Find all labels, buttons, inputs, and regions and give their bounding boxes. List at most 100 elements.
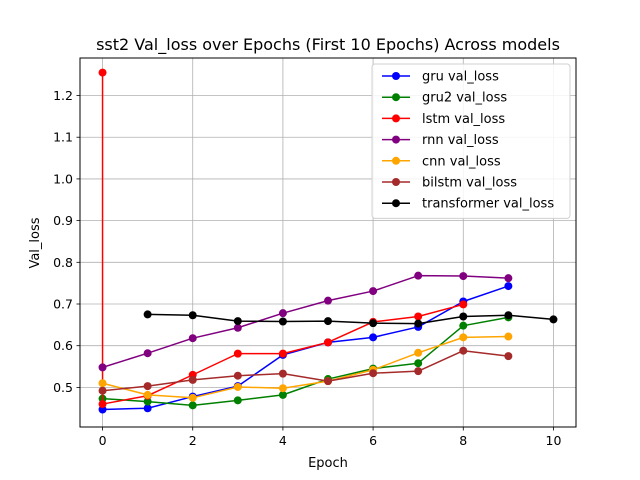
x-tick-label: 2 <box>189 433 197 448</box>
data-point <box>324 338 332 347</box>
legend-item: rnn val_loss <box>382 133 499 148</box>
data-point <box>414 348 423 357</box>
data-point <box>98 68 107 77</box>
x-tick-label: 0 <box>99 433 107 448</box>
data-point <box>504 282 513 291</box>
data-point <box>504 274 513 283</box>
series-line <box>147 313 554 325</box>
axis-ticks: 0 2 4 6 8 10 0.5 0.6 0.7 0.8 0.9 1.0 1.1 1.2 <box>53 88 561 448</box>
series-rnn-val-loss <box>98 271 513 372</box>
x-tick-label: 6 <box>369 433 377 448</box>
series-line <box>102 274 509 369</box>
legend-box <box>371 63 571 219</box>
legend-marker <box>392 178 400 186</box>
data-point <box>278 349 287 358</box>
legend-label: bilstm val_loss <box>422 176 517 191</box>
data-point <box>98 363 107 372</box>
data-point <box>459 272 468 281</box>
data-point <box>459 312 468 321</box>
data-point <box>369 333 378 342</box>
data-point <box>143 390 152 399</box>
data-point <box>188 334 197 343</box>
data-point <box>233 382 242 391</box>
y-tick-label: 0.8 <box>53 255 73 270</box>
data-point <box>278 390 287 399</box>
data-point <box>278 309 287 318</box>
data-point <box>278 369 287 378</box>
data-point <box>98 386 107 395</box>
x-tick-label: 8 <box>459 433 467 448</box>
legend-marker <box>392 72 400 80</box>
legend-marker <box>392 114 400 123</box>
series-layer <box>98 68 558 414</box>
y-tick-label: 0.7 <box>53 297 73 312</box>
legend-item: cnn val_loss <box>382 154 501 169</box>
data-point <box>459 346 468 355</box>
data-point <box>188 393 197 402</box>
data-point <box>278 384 287 393</box>
grid-lines <box>80 58 576 427</box>
data-point <box>233 396 242 405</box>
legend-item: gru2 val_loss <box>382 91 507 106</box>
data-point <box>504 311 513 320</box>
data-point <box>143 310 152 319</box>
y-tick-label: 1.1 <box>53 130 73 145</box>
y-tick-label: 0.9 <box>53 213 73 228</box>
legend-label: rnn val_loss <box>422 133 499 148</box>
legend-item: lstm val_loss <box>382 112 505 127</box>
y-tick-label: 1.2 <box>53 88 73 103</box>
x-axis-title: Epoch <box>308 456 348 471</box>
data-point <box>459 333 468 342</box>
y-tick-label: 0.6 <box>53 338 73 353</box>
data-point <box>188 375 197 384</box>
data-point <box>233 317 242 326</box>
data-point <box>233 349 242 358</box>
data-point <box>369 319 378 328</box>
legend-label: cnn val_loss <box>422 154 501 169</box>
series-line <box>102 335 509 399</box>
x-tick-label: 10 <box>546 433 562 448</box>
series-transformer-val-loss <box>143 310 558 328</box>
data-point <box>324 317 332 326</box>
legend-marker <box>392 199 400 208</box>
series-bilstm-val-loss <box>98 346 513 395</box>
legend-label: gru2 val_loss <box>422 91 507 106</box>
data-point <box>504 352 513 361</box>
data-point <box>549 315 558 324</box>
data-point <box>143 349 152 358</box>
legend-marker <box>392 93 400 102</box>
data-point <box>143 404 152 413</box>
y-axis-title: Val_loss <box>28 217 43 268</box>
legend-item: transformer val_loss <box>382 197 554 212</box>
series-line <box>102 349 509 392</box>
data-point <box>143 382 152 391</box>
data-point <box>369 369 378 378</box>
data-point <box>233 323 242 332</box>
chart-title: sst2 Val_loss over Epochs (First 10 Epoc… <box>96 35 560 55</box>
data-point <box>414 312 423 321</box>
plot-frame <box>79 57 577 428</box>
data-point <box>233 371 242 380</box>
data-point <box>98 400 107 409</box>
data-point <box>278 317 287 326</box>
data-point <box>188 401 197 410</box>
data-point <box>414 271 423 280</box>
data-point <box>188 311 197 320</box>
data-point <box>504 332 513 341</box>
data-point <box>414 319 423 328</box>
y-tick-label: 0.5 <box>53 380 73 395</box>
legend-label: gru val_loss <box>422 70 499 85</box>
x-tick-label: 4 <box>279 433 287 448</box>
legend-marker <box>392 135 400 144</box>
data-point <box>98 379 107 388</box>
series-line <box>101 72 464 405</box>
data-point <box>369 287 378 296</box>
legend-label: lstm val_loss <box>422 112 505 127</box>
data-point <box>414 367 423 376</box>
data-point <box>143 397 152 406</box>
data-point <box>414 359 423 368</box>
legend-item: bilstm val_loss <box>382 176 517 191</box>
data-point <box>459 321 468 330</box>
